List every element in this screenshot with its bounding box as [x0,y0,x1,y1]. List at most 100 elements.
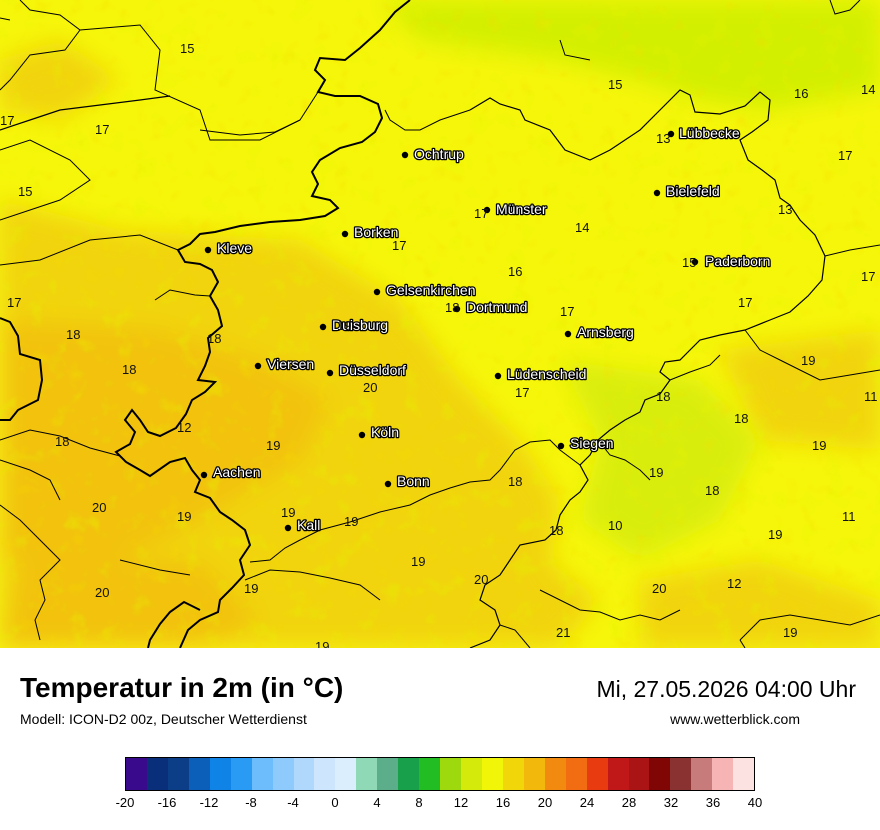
city-duisburg[interactable]: Duisburg [319,316,389,334]
legend-tick-label: 40 [747,795,763,810]
legend-swatch [565,758,587,790]
city-aachen[interactable]: Aachen [200,463,262,481]
city-kall[interactable]: Kall [284,516,322,534]
city-viersen[interactable]: Viersen [254,355,316,373]
legend-swatch [293,758,315,790]
city-ochtrup[interactable]: Ochtrup [401,145,465,163]
temp-value: 10 [608,518,622,533]
legend-tick-label: -16 [157,795,177,810]
legend-tick-label: 28 [621,795,637,810]
legend-swatch [335,758,357,790]
legend-tick-label: -4 [287,795,299,810]
svg-text:Aachen: Aachen [213,464,260,480]
legend-swatch [314,758,336,790]
legend-swatch [356,758,378,790]
city-borken[interactable]: Borken [341,223,400,241]
svg-text:Lüdenscheid: Lüdenscheid [507,366,586,382]
temp-value: 21 [556,625,570,640]
city-koeln[interactable]: Köln [358,423,400,441]
legend-swatch [398,758,420,790]
city-muenster[interactable]: Münster [483,200,548,218]
legend-swatch [209,758,231,790]
city-paderborn[interactable]: Paderborn [691,252,772,270]
city-bonn[interactable]: Bonn [384,472,431,490]
svg-text:Kleve: Kleve [217,240,252,256]
temp-value: 19 [801,353,815,368]
city-siegen[interactable]: Siegen [557,434,615,452]
temp-value: 16 [794,86,808,101]
svg-text:Köln: Köln [371,424,399,440]
svg-text:Gelsenkirchen: Gelsenkirchen [386,282,476,298]
legend-swatch [419,758,441,790]
temp-value: 20 [95,585,109,600]
color-legend [125,757,755,791]
temperature-map[interactable]: Ochtrup Lübbecke Bielefeld Münster Borke… [0,0,880,648]
temp-value: 20 [363,380,377,395]
city-dortmund[interactable]: Dortmund [453,298,529,316]
legend-tick-label: 36 [705,795,721,810]
svg-text:Arnsberg: Arnsberg [577,324,634,340]
svg-text:Münster: Münster [496,201,547,217]
temp-value: 17 [0,113,14,128]
city-luebbecke[interactable]: Lübbecke [667,124,741,142]
svg-text:Viersen: Viersen [267,356,314,372]
map-title: Temperatur in 2m (in °C) [20,672,344,703]
legend-swatch [502,758,524,790]
legend-swatch [251,758,273,790]
temp-value: 19 [244,581,258,596]
temp-value: 17 [738,295,752,310]
temp-value: 18 [55,434,69,449]
legend-tick-label: 8 [415,795,423,810]
map-canvas: Ochtrup Lübbecke Bielefeld Münster Borke… [0,0,880,648]
legend-swatch [586,758,608,790]
temp-value: 16 [508,264,522,279]
legend-swatch [733,758,755,790]
city-arnsberg[interactable]: Arnsberg [564,323,635,341]
temp-value: 19 [649,465,663,480]
temp-value: 15 [180,41,194,56]
temp-value: 19 [281,505,295,520]
temp-value: 17 [515,385,529,400]
temp-value: 15 [18,184,32,199]
temp-value: 19 [315,639,329,648]
temp-value: 19 [266,438,280,453]
temp-value: 11 [864,389,878,404]
legend-swatch [544,758,566,790]
legend-tick-label: -8 [245,795,257,810]
temp-value: 20 [92,500,106,515]
temp-value: 19 [768,527,782,542]
city-bielefeld[interactable]: Bielefeld [653,182,721,200]
svg-text:Paderborn: Paderborn [705,253,770,269]
city-luedenscheid[interactable]: Lüdenscheid [494,365,588,383]
legend-tick-label: 24 [579,795,595,810]
temp-value: 17 [95,122,109,137]
temp-value: 15 [608,77,622,92]
city-duesseldorf[interactable]: Düsseldorf [326,361,407,379]
temp-value: 20 [474,572,488,587]
svg-text:Kall: Kall [297,517,320,533]
city-gelsenkirchen[interactable]: Gelsenkirchen [373,281,477,299]
legend-swatch [272,758,294,790]
city-markers: Ochtrup Lübbecke Bielefeld Münster Borke… [200,124,772,534]
legend-swatch [188,758,210,790]
borders [0,0,880,648]
legend-swatch [126,758,147,790]
svg-text:Ochtrup: Ochtrup [414,146,464,162]
temp-value: 19 [411,554,425,569]
svg-text:Bonn: Bonn [397,473,430,489]
temp-value: 13 [656,131,670,146]
temp-value: 18 [734,411,748,426]
legend-tick-label: -12 [199,795,219,810]
legend-tick-label: -20 [115,795,135,810]
city-kleve[interactable]: Kleve [204,239,254,257]
temp-value: 18 [445,300,459,315]
svg-text:Lübbecke: Lübbecke [679,125,740,141]
temp-value: 18 [705,483,719,498]
temp-value: 20 [652,581,666,596]
temp-value: 17 [861,269,875,284]
legend-tick-label: 32 [663,795,679,810]
temp-value: 19 [177,509,191,524]
temp-value: 18 [66,327,80,342]
temp-value: 18 [122,362,136,377]
website-link[interactable]: www.wetterblick.com [670,711,800,727]
